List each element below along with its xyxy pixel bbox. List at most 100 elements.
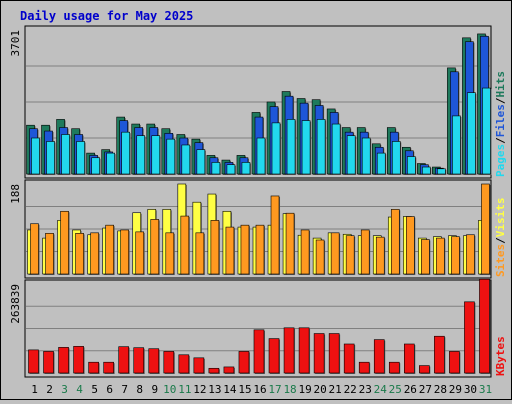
bar-pages-9 — [151, 135, 161, 175]
bar-kbytes-1 — [28, 349, 39, 374]
bar-kbytes-12 — [193, 357, 205, 374]
bar-kbytes-31 — [479, 278, 490, 374]
bar-kbytes-15 — [238, 351, 250, 374]
bar-pages-24 — [376, 152, 386, 175]
bar-sites-28 — [436, 237, 445, 275]
x-tick-label-17: 17 — [268, 383, 281, 396]
ymax-label-kbytes: 263839 — [9, 284, 22, 324]
bar-pages-5 — [91, 157, 100, 175]
x-tick-label-12: 12 — [193, 383, 206, 396]
legend-kbytes: KBytes — [494, 336, 507, 376]
bar-sites-31 — [481, 183, 490, 275]
x-tick-label-21: 21 — [329, 383, 342, 396]
bar-pages-16 — [256, 137, 266, 175]
x-tick-label-7: 7 — [121, 383, 128, 396]
bar-sites-24 — [375, 236, 385, 275]
bar-pages-14 — [226, 164, 236, 175]
bar-sites-8 — [135, 231, 145, 275]
x-tick-label-27: 27 — [419, 383, 432, 396]
bar-kbytes-23 — [358, 361, 370, 374]
bar-pages-15 — [241, 162, 251, 175]
x-tick-label-23: 23 — [359, 383, 372, 396]
legend-item-visits-sites-1: / — [494, 237, 507, 244]
bar-kbytes-4 — [73, 346, 84, 374]
bar-kbytes-7 — [118, 346, 129, 374]
bar-pages-25 — [391, 141, 401, 175]
x-tick-label-18: 18 — [283, 383, 296, 396]
x-tick-label-9: 9 — [151, 383, 158, 396]
bar-kbytes-3 — [58, 347, 69, 374]
x-tick-label-2: 2 — [46, 383, 53, 396]
bar-kbytes-14 — [223, 366, 235, 374]
bar-pages-11 — [181, 144, 191, 175]
bar-kbytes-24 — [373, 339, 385, 374]
legend-item-hits-files-pages-1: / — [494, 137, 507, 144]
bar-sites-17 — [270, 195, 280, 275]
bar-pages-6 — [106, 152, 115, 175]
bar-kbytes-9 — [148, 348, 160, 374]
bar-sites-6 — [105, 224, 114, 275]
x-tick-label-26: 26 — [404, 383, 417, 396]
legend-item-hits-files-pages-0: Pages — [494, 144, 507, 177]
x-tick-label-19: 19 — [298, 383, 311, 396]
bar-kbytes-6 — [103, 361, 114, 374]
x-tick-label-11: 11 — [178, 383, 191, 396]
legend-item-hits-files-pages-3: / — [494, 97, 507, 104]
bar-pages-1 — [31, 137, 40, 175]
bar-pages-7 — [121, 131, 130, 175]
bar-pages-3 — [61, 134, 70, 175]
legend-item-visits-sites-2: Visits — [494, 198, 507, 238]
bar-sites-22 — [345, 235, 355, 275]
bar-kbytes-2 — [43, 351, 54, 374]
bar-kbytes-13 — [208, 367, 220, 374]
bar-kbytes-5 — [88, 361, 99, 374]
bar-sites-30 — [466, 234, 475, 275]
legend-item-visits-sites-0: Sites — [494, 244, 507, 277]
legend-hits-files-pages: Pages/Files/Hits — [494, 71, 507, 177]
bar-sites-2 — [45, 233, 54, 275]
bar-kbytes-8 — [133, 347, 145, 374]
ymax-label-visits-sites: 188 — [9, 184, 22, 204]
bar-pages-12 — [196, 149, 206, 175]
bar-kbytes-20 — [313, 333, 325, 374]
bar-kbytes-28 — [434, 335, 445, 374]
bar-pages-19 — [301, 120, 311, 175]
bar-pages-17 — [271, 122, 281, 175]
bar-sites-12 — [195, 232, 205, 275]
x-tick-label-25: 25 — [389, 383, 402, 396]
x-tick-label-1: 1 — [31, 383, 38, 396]
bar-sites-18 — [285, 212, 295, 275]
bar-pages-27 — [422, 166, 431, 175]
bar-pages-8 — [136, 135, 146, 175]
bar-pages-18 — [286, 119, 296, 175]
bar-sites-1 — [30, 223, 39, 275]
bar-sites-3 — [60, 210, 69, 275]
bar-pages-26 — [407, 156, 416, 175]
x-tick-label-24: 24 — [374, 383, 388, 396]
legend-item-kbytes-0: KBytes — [494, 336, 507, 376]
bar-sites-20 — [315, 239, 325, 275]
x-tick-label-14: 14 — [223, 383, 237, 396]
x-tick-label-30: 30 — [464, 383, 477, 396]
legend-visits-sites: Sites/Visits — [494, 198, 507, 278]
bar-sites-25 — [390, 209, 400, 275]
bar-sites-14 — [225, 226, 235, 275]
bar-sites-23 — [360, 229, 370, 275]
bar-kbytes-21 — [328, 333, 340, 374]
bar-sites-19 — [300, 229, 310, 275]
bar-sites-15 — [240, 224, 250, 275]
x-tick-label-13: 13 — [208, 383, 221, 396]
bar-sites-4 — [75, 233, 84, 275]
bar-kbytes-11 — [178, 354, 190, 374]
bar-pages-30 — [467, 92, 476, 175]
bar-kbytes-18 — [283, 327, 295, 374]
bar-sites-5 — [90, 232, 99, 275]
x-tick-label-4: 4 — [76, 383, 83, 396]
bar-sites-7 — [120, 229, 129, 275]
legend-item-hits-files-pages-2: Files — [494, 104, 507, 137]
x-tick-label-20: 20 — [314, 383, 327, 396]
x-tick-label-16: 16 — [253, 383, 266, 396]
bar-pages-21 — [331, 123, 341, 175]
